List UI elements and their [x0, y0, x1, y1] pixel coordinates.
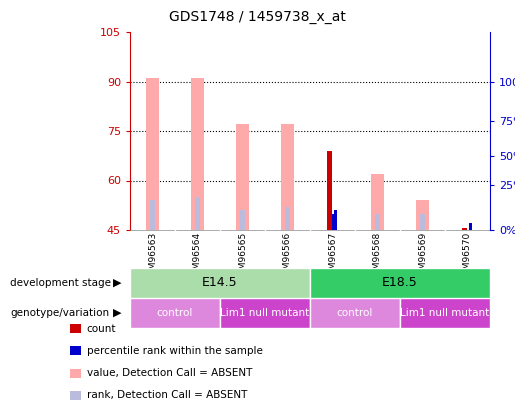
Bar — [375, 213, 380, 230]
Text: GSM96567: GSM96567 — [328, 232, 337, 281]
Text: Lim1 null mutant: Lim1 null mutant — [400, 308, 490, 318]
Text: GSM96570: GSM96570 — [463, 232, 472, 281]
Text: control: control — [337, 308, 373, 318]
Text: development stage: development stage — [10, 278, 111, 288]
Text: GSM96568: GSM96568 — [373, 232, 382, 281]
Bar — [220, 298, 310, 328]
Text: Lim1 null mutant: Lim1 null mutant — [220, 308, 310, 318]
Text: value, Detection Call = ABSENT: value, Detection Call = ABSENT — [87, 368, 252, 378]
Text: GSM96563: GSM96563 — [148, 232, 157, 281]
Text: GSM96565: GSM96565 — [238, 232, 247, 281]
Text: GSM96564: GSM96564 — [193, 232, 202, 281]
Bar — [241, 210, 245, 230]
Text: count: count — [87, 324, 116, 334]
Text: GSM96566: GSM96566 — [283, 232, 292, 281]
Bar — [469, 224, 472, 230]
Text: GDS1748 / 1459738_x_at: GDS1748 / 1459738_x_at — [169, 10, 346, 24]
Text: GSM96569: GSM96569 — [418, 232, 427, 281]
Bar — [191, 78, 204, 230]
Bar — [330, 213, 335, 230]
Bar — [285, 207, 290, 230]
Text: E18.5: E18.5 — [382, 277, 418, 290]
Text: ▶: ▶ — [112, 308, 121, 318]
Bar — [195, 197, 200, 230]
Bar — [400, 298, 490, 328]
Bar — [420, 213, 425, 230]
Bar — [130, 298, 220, 328]
Text: genotype/variation: genotype/variation — [10, 308, 109, 318]
Bar — [462, 228, 467, 230]
Bar — [310, 298, 400, 328]
Bar — [334, 210, 337, 230]
Bar — [281, 124, 294, 230]
Text: E14.5: E14.5 — [202, 277, 238, 290]
Bar — [310, 268, 490, 298]
Bar — [371, 174, 384, 230]
Text: percentile rank within the sample: percentile rank within the sample — [87, 346, 263, 356]
Bar — [327, 151, 332, 230]
Bar — [416, 200, 429, 230]
Bar — [130, 268, 310, 298]
Text: rank, Detection Call = ABSENT: rank, Detection Call = ABSENT — [87, 390, 247, 401]
Bar — [236, 124, 249, 230]
Bar — [150, 200, 154, 230]
Text: control: control — [157, 308, 193, 318]
Bar — [146, 78, 159, 230]
Text: ▶: ▶ — [112, 278, 121, 288]
